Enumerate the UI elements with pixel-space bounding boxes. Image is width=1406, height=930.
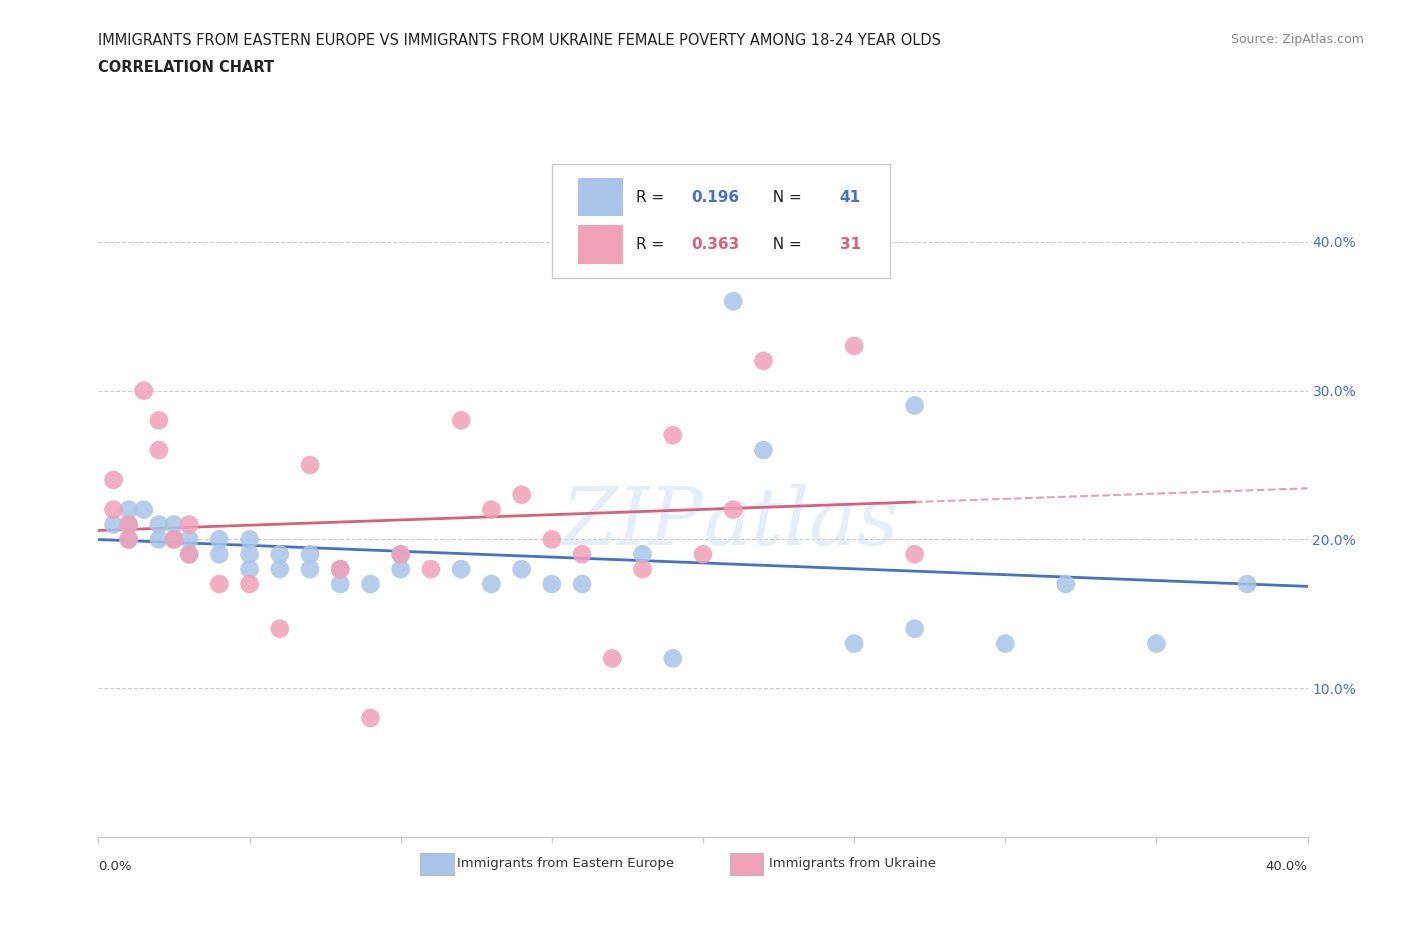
Point	[118, 517, 141, 532]
Point	[148, 532, 170, 547]
Point	[540, 532, 562, 547]
Point	[389, 562, 412, 577]
Point	[571, 577, 593, 591]
Text: R =: R =	[637, 237, 669, 252]
Text: Immigrants from Ukraine: Immigrants from Ukraine	[769, 857, 936, 870]
Text: Immigrants from Eastern Europe: Immigrants from Eastern Europe	[457, 857, 673, 870]
Point	[239, 532, 262, 547]
Text: 31: 31	[839, 237, 860, 252]
FancyBboxPatch shape	[578, 225, 623, 263]
Point	[208, 532, 231, 547]
Point	[420, 562, 443, 577]
Point	[389, 547, 412, 562]
Point	[329, 562, 352, 577]
Text: R =: R =	[637, 190, 669, 205]
Point	[208, 547, 231, 562]
Text: 0.363: 0.363	[690, 237, 740, 252]
Point	[118, 502, 141, 517]
Point	[844, 339, 866, 353]
Point	[844, 636, 866, 651]
Text: Source: ZipAtlas.com: Source: ZipAtlas.com	[1230, 33, 1364, 46]
Point	[239, 547, 262, 562]
Point	[360, 577, 382, 591]
Point	[148, 443, 170, 458]
Text: ZIP: ZIP	[561, 484, 703, 561]
Point	[329, 577, 352, 591]
Point	[329, 562, 352, 577]
Point	[299, 547, 322, 562]
Point	[752, 353, 775, 368]
Point	[481, 502, 503, 517]
Point	[179, 532, 201, 547]
Point	[1054, 577, 1077, 591]
Point	[179, 517, 201, 532]
Point	[103, 502, 125, 517]
Point	[239, 577, 262, 591]
Point	[752, 443, 775, 458]
Point	[904, 398, 927, 413]
Text: 40.0%: 40.0%	[1265, 860, 1308, 873]
Point	[904, 621, 927, 636]
Point	[631, 562, 654, 577]
Point	[662, 651, 685, 666]
Point	[269, 547, 291, 562]
Point	[1144, 636, 1167, 651]
Point	[299, 562, 322, 577]
Point	[163, 532, 186, 547]
Point	[1236, 577, 1258, 591]
Point	[571, 547, 593, 562]
Point	[118, 517, 141, 532]
Point	[904, 547, 927, 562]
Point	[179, 547, 201, 562]
Point	[148, 517, 170, 532]
FancyBboxPatch shape	[578, 179, 623, 217]
Point	[723, 294, 745, 309]
Point	[631, 547, 654, 562]
Point	[450, 562, 472, 577]
Point	[662, 428, 685, 443]
Point	[692, 547, 714, 562]
Point	[269, 562, 291, 577]
Point	[481, 577, 503, 591]
Text: N =: N =	[763, 190, 807, 205]
Point	[510, 487, 533, 502]
Point	[148, 413, 170, 428]
Point	[510, 562, 533, 577]
Point	[602, 651, 624, 666]
Point	[540, 577, 562, 591]
Point	[239, 562, 262, 577]
Point	[103, 472, 125, 487]
Point	[118, 532, 141, 547]
Text: 0.196: 0.196	[690, 190, 740, 205]
Text: atlas: atlas	[703, 484, 898, 561]
Point	[994, 636, 1017, 651]
Point	[118, 532, 141, 547]
Point	[132, 502, 155, 517]
Text: CORRELATION CHART: CORRELATION CHART	[98, 60, 274, 75]
Point	[723, 502, 745, 517]
Text: 41: 41	[839, 190, 860, 205]
Point	[269, 621, 291, 636]
Point	[103, 517, 125, 532]
Text: N =: N =	[763, 237, 807, 252]
Point	[299, 458, 322, 472]
Point	[132, 383, 155, 398]
Text: 0.0%: 0.0%	[98, 860, 132, 873]
Point	[179, 547, 201, 562]
Point	[208, 577, 231, 591]
Point	[360, 711, 382, 725]
FancyBboxPatch shape	[553, 164, 890, 278]
Point	[163, 517, 186, 532]
Point	[163, 532, 186, 547]
Point	[389, 547, 412, 562]
Point	[450, 413, 472, 428]
Text: IMMIGRANTS FROM EASTERN EUROPE VS IMMIGRANTS FROM UKRAINE FEMALE POVERTY AMONG 1: IMMIGRANTS FROM EASTERN EUROPE VS IMMIGR…	[98, 33, 942, 47]
